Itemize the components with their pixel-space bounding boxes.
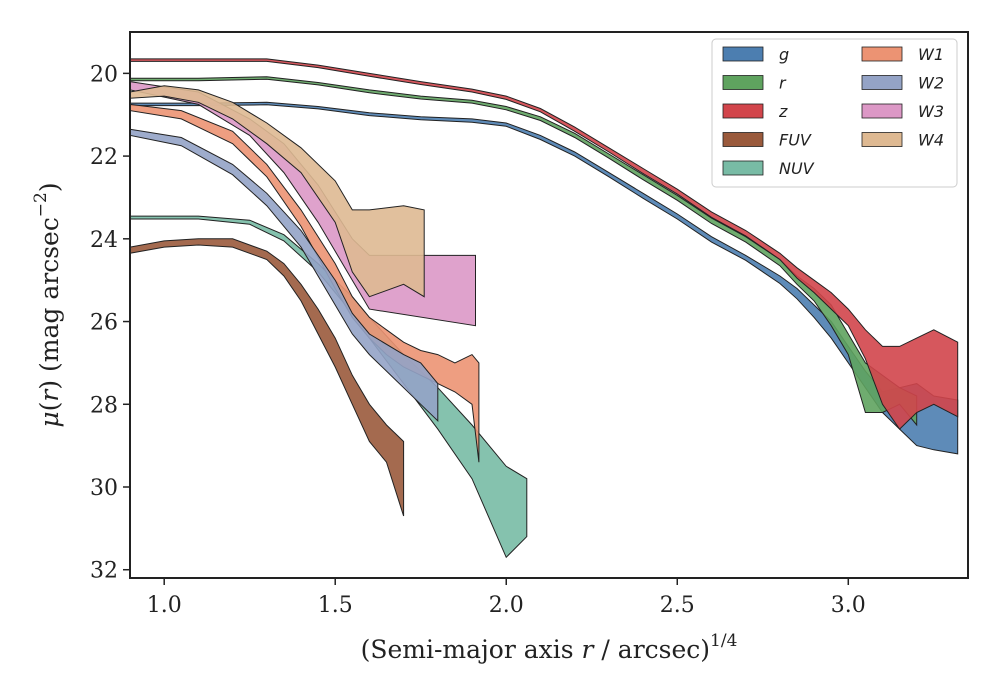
legend-label-w3: W3 [918,102,944,121]
series-band-r [129,76,918,427]
legend-label-w1: W1 [918,45,944,64]
series-band-w2 [129,128,439,422]
y-tick-label: 28 [90,393,118,418]
y-axis-label-close: ) (mag arcsec [35,217,64,390]
legend-label-z: z [778,102,788,121]
y-tick-label: 24 [90,228,118,253]
x-tick-label: 2.5 [660,593,695,618]
legend: grz FUV NUV W1 W2 W3 W4 [711,38,958,188]
legend-swatch-g [722,46,764,62]
ticks-layer: 1.0 1.5 2.0 2.5 3.0 20 22 24 26 28 30 32 [90,62,866,618]
x-tick-label: 1.5 [318,593,353,618]
legend-label-g: g [779,45,789,64]
legend-swatch-w3 [861,103,903,119]
legend-swatch-nuv [722,160,764,176]
y-tick-label: 30 [90,476,118,501]
y-tick-label: 32 [90,559,118,584]
series-band-g [129,101,959,455]
x-tick-label: 2.0 [489,593,524,618]
series-layer [129,58,959,559]
y-axis-label: μ(r) (mag arcsec−2) [31,182,64,427]
legend-label-nuv: NUV [779,159,815,178]
series-band-w4 [129,85,425,298]
y-axis-label-var: r [35,388,64,402]
x-tick-label: 1.0 [147,593,182,618]
legend-swatch-w4 [861,132,903,147]
legend-label-w2: W2 [918,74,944,93]
legend-label-r: r [779,74,787,93]
y-axis-label-open: ( [35,402,64,412]
series-band-z [129,58,959,430]
legend-swatch-fuv [722,132,764,147]
legend-swatch-w1 [861,46,903,62]
y-tick-label: 22 [90,145,118,170]
y-axis-label-end: ) [35,182,64,192]
series-band-fuv [129,238,405,517]
y-axis-label-sup: −2 [31,192,51,217]
y-tick-label: 26 [90,311,118,336]
x-tick-label: 3.0 [831,593,866,618]
legend-swatch-w2 [861,75,903,90]
x-axis-label-pre: (Semi-major axis [361,635,582,664]
y-tick-label: 20 [90,62,118,87]
legend-label-fuv: FUV [779,131,812,150]
legend-swatch-z [722,103,764,119]
x-axis-label: (Semi-major axis r / arcsec)1/4 [361,631,738,664]
x-axis-label-sup: 1/4 [710,631,737,651]
legend-swatch-r [722,75,764,90]
x-axis-label-var: r [582,635,596,664]
x-axis-label-post: / arcsec) [593,635,710,664]
series-band-w1 [129,103,480,463]
plot-frame [129,31,969,579]
legend-label-w4: W4 [918,131,944,150]
y-axis-label-mu: μ [35,411,64,427]
